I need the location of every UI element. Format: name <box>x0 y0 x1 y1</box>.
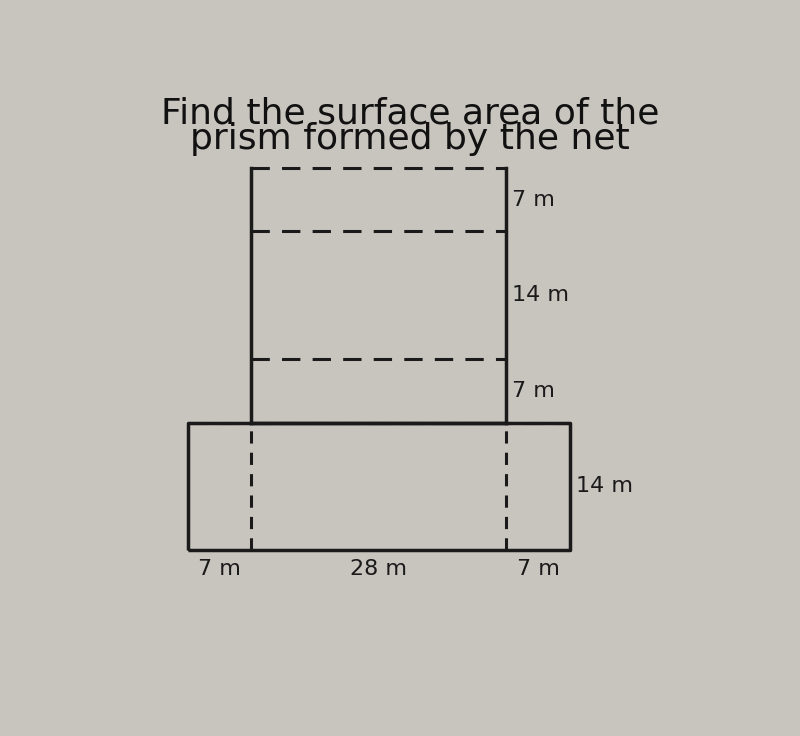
Text: 7 m: 7 m <box>517 559 560 578</box>
Text: 14 m: 14 m <box>576 476 633 497</box>
Text: 28 m: 28 m <box>350 559 407 578</box>
Text: 14 m: 14 m <box>512 285 569 305</box>
Text: 7 m: 7 m <box>512 381 555 401</box>
Text: prism formed by the net: prism formed by the net <box>190 122 630 156</box>
Text: 7 m: 7 m <box>512 190 555 210</box>
Text: 7 m: 7 m <box>198 559 241 578</box>
Text: Find the surface area of the: Find the surface area of the <box>161 97 659 131</box>
